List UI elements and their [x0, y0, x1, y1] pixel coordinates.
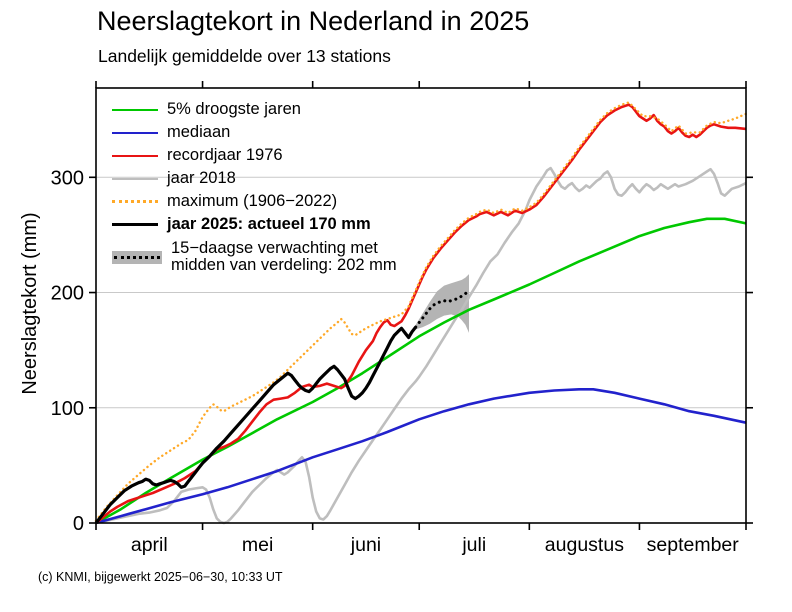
series-line-2	[95, 387, 747, 525]
legend-label: 15−daagse verwachting met midden van verd…	[171, 239, 397, 274]
legend-label: 5% droogste jaren	[167, 100, 301, 118]
x-tick-label-augustus: augustus	[545, 534, 624, 556]
legend-label: mediaan	[167, 123, 231, 141]
legend-swatch-dotted	[112, 200, 158, 203]
series-line-3	[95, 103, 747, 525]
legend-label: recordjaar 1976	[167, 146, 283, 164]
y-tick-label: 300	[51, 167, 84, 189]
y-tick-label: 200	[51, 283, 84, 305]
chart-subtitle: Landelijk gemiddelde over 13 stations	[98, 46, 391, 66]
x-tick-label-april: april	[131, 534, 168, 556]
legend-item-6: 15−daagse verwachting met midden van verd…	[112, 240, 397, 274]
legend-item-1: mediaan	[112, 124, 230, 141]
legend-item-3: jaar 2018	[112, 170, 236, 187]
footer-credit: (c) KNMI, bijgewerkt 2025−06−30, 10:33 U…	[38, 570, 283, 584]
y-tick-label: 100	[51, 398, 84, 420]
legend-item-0: 5% droogste jaren	[112, 101, 301, 118]
legend-label: maximum (1906−2022)	[167, 192, 338, 210]
x-tick-label-september: september	[647, 534, 740, 556]
legend-label: jaar 2025: actueel 170 mm	[167, 215, 371, 233]
chart-title: Neerslagtekort in Nederland in 2025	[97, 6, 530, 36]
legend-item-4: maximum (1906−2022)	[112, 193, 337, 210]
legend-swatch-line	[112, 131, 158, 134]
series-line-0	[95, 166, 747, 525]
forecast-band	[415, 274, 469, 333]
band-dotted-line	[114, 255, 160, 259]
legend-item-2: recordjaar 1976	[112, 147, 283, 164]
legend-swatch-line	[112, 177, 158, 180]
x-tick-label-juli: juli	[461, 534, 486, 556]
x-tick-label-juni: juni	[350, 534, 381, 556]
legend-label: jaar 2018	[167, 169, 236, 187]
legend-swatch-band	[112, 250, 162, 264]
y-tick-label: 0	[73, 513, 84, 535]
series-line-4	[94, 101, 748, 522]
plot-frame	[95, 87, 747, 524]
series-line-6	[414, 288, 471, 329]
x-tick-label-mei: mei	[242, 534, 273, 556]
legend-swatch-line	[112, 223, 158, 226]
series-line-5	[94, 326, 417, 524]
legend-swatch-line	[112, 154, 158, 157]
legend-swatch-line	[112, 108, 158, 111]
legend-item-5: jaar 2025: actueel 170 mm	[112, 216, 371, 233]
